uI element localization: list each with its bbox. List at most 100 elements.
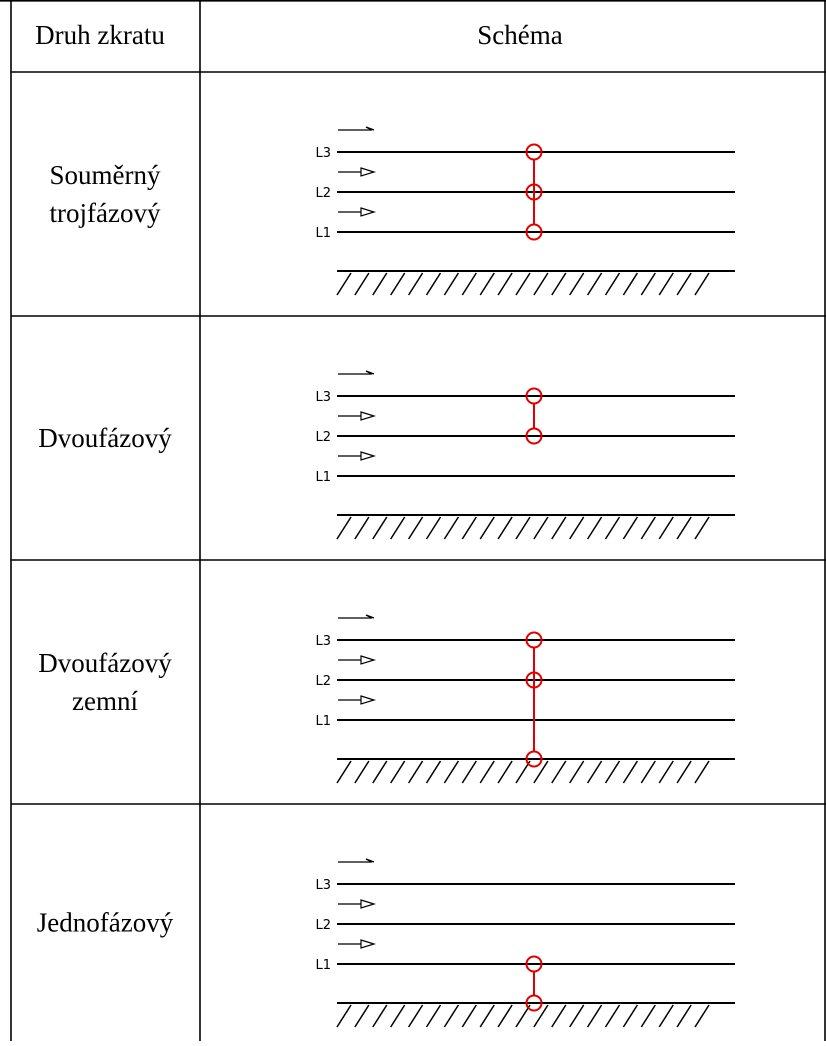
ground-hatch (372, 272, 388, 296)
ground-hatch (515, 272, 531, 296)
ground-hatch (622, 1004, 639, 1028)
ground-hatch (425, 1004, 442, 1028)
ground-hatch (676, 516, 692, 540)
phase-label: L1 (315, 226, 331, 241)
ground-hatch (497, 760, 513, 784)
ground-hatch (497, 1004, 513, 1028)
ground-hatch (479, 272, 495, 296)
ground-hatch (390, 272, 406, 296)
ground-hatch (461, 760, 477, 784)
ground-hatch (533, 516, 549, 540)
ground-hatch (390, 516, 406, 540)
ground-hatch (640, 760, 656, 784)
ground-hatch (515, 516, 531, 540)
ground-hatch (604, 272, 621, 296)
phase-label: L3 (315, 634, 331, 649)
fault-node (525, 750, 543, 768)
arrow-head (360, 939, 377, 949)
ground-hatch (425, 516, 442, 540)
arrow-head (360, 167, 377, 177)
schema-row: Dvoufázový L3 L2 L1 (38, 370, 735, 540)
direction-arrow (338, 126, 375, 131)
ground-hatch (569, 760, 585, 784)
ground-hatch (372, 516, 388, 540)
fault-node (525, 223, 543, 241)
direction-arrow (338, 370, 375, 375)
fault-node (525, 183, 543, 201)
ground-hatch (479, 1004, 495, 1028)
phase-label: L3 (315, 878, 331, 893)
direction-arrow (338, 858, 375, 863)
ground-hatch (354, 1004, 370, 1028)
ground-hatch (640, 1004, 656, 1028)
fault-node (525, 671, 543, 689)
ground-hatch (497, 272, 513, 296)
phase-label: L2 (315, 430, 331, 445)
ground-hatch (676, 272, 692, 296)
ground-hatch (336, 760, 352, 784)
ground-hatch (443, 516, 460, 540)
ground-hatch (390, 760, 406, 784)
ground-hatch (604, 516, 621, 540)
ground-hatch (461, 272, 477, 296)
ground-hatch (569, 1004, 585, 1028)
ground-hatch (551, 272, 567, 296)
ground-hatch (622, 516, 639, 540)
ground-hatch (569, 272, 585, 296)
phase-label: L1 (315, 714, 331, 729)
arrow-head (360, 207, 377, 217)
ground-hatch (604, 760, 621, 784)
fault-node (525, 955, 543, 973)
kind-label: trojfázový (50, 198, 161, 228)
ground-hatch (658, 272, 674, 296)
ground-hatch (372, 760, 388, 784)
arrow-head (360, 695, 377, 705)
ground-hatch (694, 272, 710, 296)
phase-label: L1 (315, 958, 331, 973)
ground-hatch (622, 272, 639, 296)
schema-row: Jednofázový L3 L2 L1 (37, 858, 735, 1028)
ground-hatch (694, 1004, 710, 1028)
fault-node (525, 427, 543, 445)
header-kind: Druh zkratu (35, 20, 165, 50)
fault-node (525, 994, 543, 1012)
kind-label: Souměrný (50, 160, 161, 190)
ground-hatch (658, 760, 674, 784)
arrow-head (360, 899, 377, 909)
kind-label: zemní (72, 686, 138, 716)
ground-hatch (372, 1004, 388, 1028)
ground-hatch (336, 1004, 352, 1028)
ground-hatch (336, 272, 352, 296)
ground-hatch (407, 760, 424, 784)
kind-label: Dvoufázový (38, 423, 172, 453)
ground-hatch (443, 1004, 460, 1028)
phase-label: L2 (315, 186, 331, 201)
ground-hatch (694, 760, 710, 784)
ground-hatch (533, 272, 549, 296)
ground-hatch (658, 1004, 674, 1028)
ground-hatch (676, 1004, 692, 1028)
table-rows: Souměrný trojfázový L3 L2 L1 Dvoufázový L3 L2 L1… (37, 126, 735, 1028)
ground-hatch (461, 1004, 477, 1028)
fault-node (525, 143, 543, 161)
ground-hatch (461, 516, 477, 540)
ground-hatch (533, 1004, 549, 1028)
ground-hatch (443, 760, 460, 784)
ground-hatch (658, 516, 674, 540)
ground-hatch (586, 272, 603, 296)
ground-hatch (336, 516, 352, 540)
phase-label: L2 (315, 674, 331, 689)
ground-hatch (443, 272, 460, 296)
ground-hatch (407, 516, 424, 540)
ground-hatch (640, 516, 656, 540)
fault-node (525, 387, 543, 405)
fault-node (525, 631, 543, 649)
ground-hatch (676, 760, 692, 784)
ground-hatch (354, 272, 370, 296)
arrow-head (360, 451, 377, 461)
ground-hatch (407, 1004, 424, 1028)
ground-hatch (551, 760, 567, 784)
ground-hatch (425, 760, 442, 784)
